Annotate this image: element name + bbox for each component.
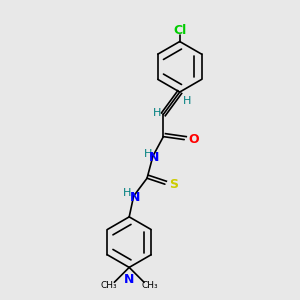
Text: Cl: Cl: [173, 24, 186, 37]
Text: CH₃: CH₃: [100, 281, 117, 290]
Text: H: H: [143, 149, 152, 160]
Text: H: H: [183, 96, 191, 106]
Text: H: H: [123, 188, 131, 198]
Text: N: N: [130, 191, 140, 204]
Text: H: H: [153, 108, 161, 118]
Text: N: N: [124, 273, 134, 286]
Text: S: S: [169, 178, 178, 191]
Text: O: O: [189, 133, 199, 146]
Text: CH₃: CH₃: [142, 281, 158, 290]
Text: N: N: [149, 151, 160, 164]
